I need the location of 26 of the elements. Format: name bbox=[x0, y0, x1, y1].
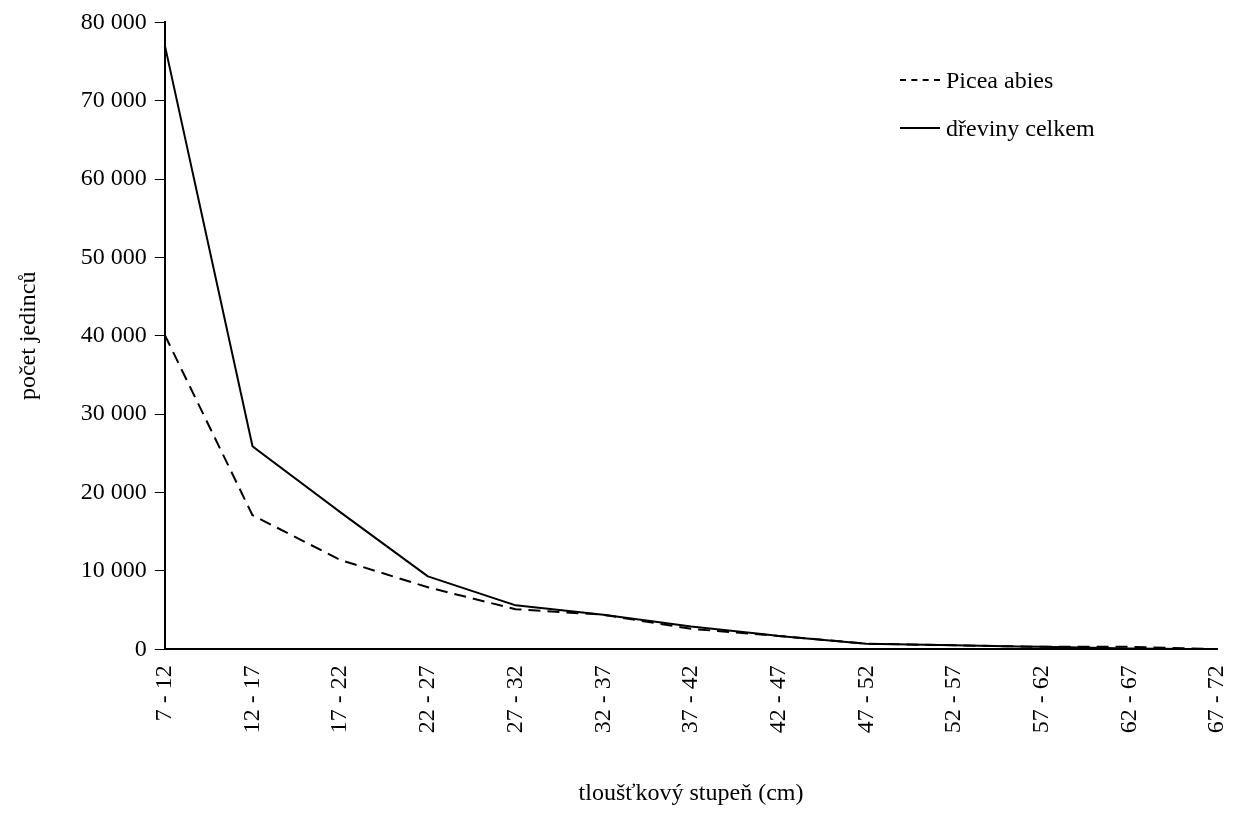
x-tick-label: 37 - 42 bbox=[676, 665, 703, 734]
x-tick-label: 52 - 57 bbox=[939, 665, 966, 734]
y-tick-label: 30 000 bbox=[80, 399, 147, 426]
y-tick-label: 50 000 bbox=[80, 242, 147, 269]
y-tick-label: 10 000 bbox=[80, 556, 147, 583]
y-tick-label: 0 bbox=[134, 634, 147, 661]
x-tick-label: 12 - 17 bbox=[237, 665, 264, 734]
y-tick-label: 70 000 bbox=[80, 86, 147, 113]
x-tick-label: 27 - 32 bbox=[500, 665, 527, 734]
x-tick-label: 7 - 12 bbox=[150, 665, 177, 722]
y-tick-label: 80 000 bbox=[80, 7, 147, 34]
x-tick-label: 47 - 52 bbox=[851, 665, 878, 734]
legend-label: dřeviny celkem bbox=[946, 114, 1095, 142]
y-axis-title: počet jedinců bbox=[13, 271, 40, 401]
x-tick-label: 67 - 72 bbox=[1202, 665, 1229, 734]
x-tick-label: 32 - 37 bbox=[588, 665, 615, 734]
y-tick-label: 20 000 bbox=[80, 477, 147, 504]
legend-label: Picea abies bbox=[946, 66, 1054, 94]
x-tick-label: 22 - 27 bbox=[413, 665, 440, 734]
x-tick-label: 62 - 67 bbox=[1114, 665, 1141, 734]
x-tick-label: 17 - 22 bbox=[325, 665, 352, 734]
x-axis-title: tloušťkový stupeň (cm) bbox=[578, 778, 804, 805]
y-tick-label: 60 000 bbox=[80, 164, 147, 191]
y-tick-label: 40 000 bbox=[80, 321, 147, 348]
x-tick-label: 57 - 62 bbox=[1027, 665, 1054, 734]
x-tick-label: 42 - 47 bbox=[764, 665, 790, 734]
